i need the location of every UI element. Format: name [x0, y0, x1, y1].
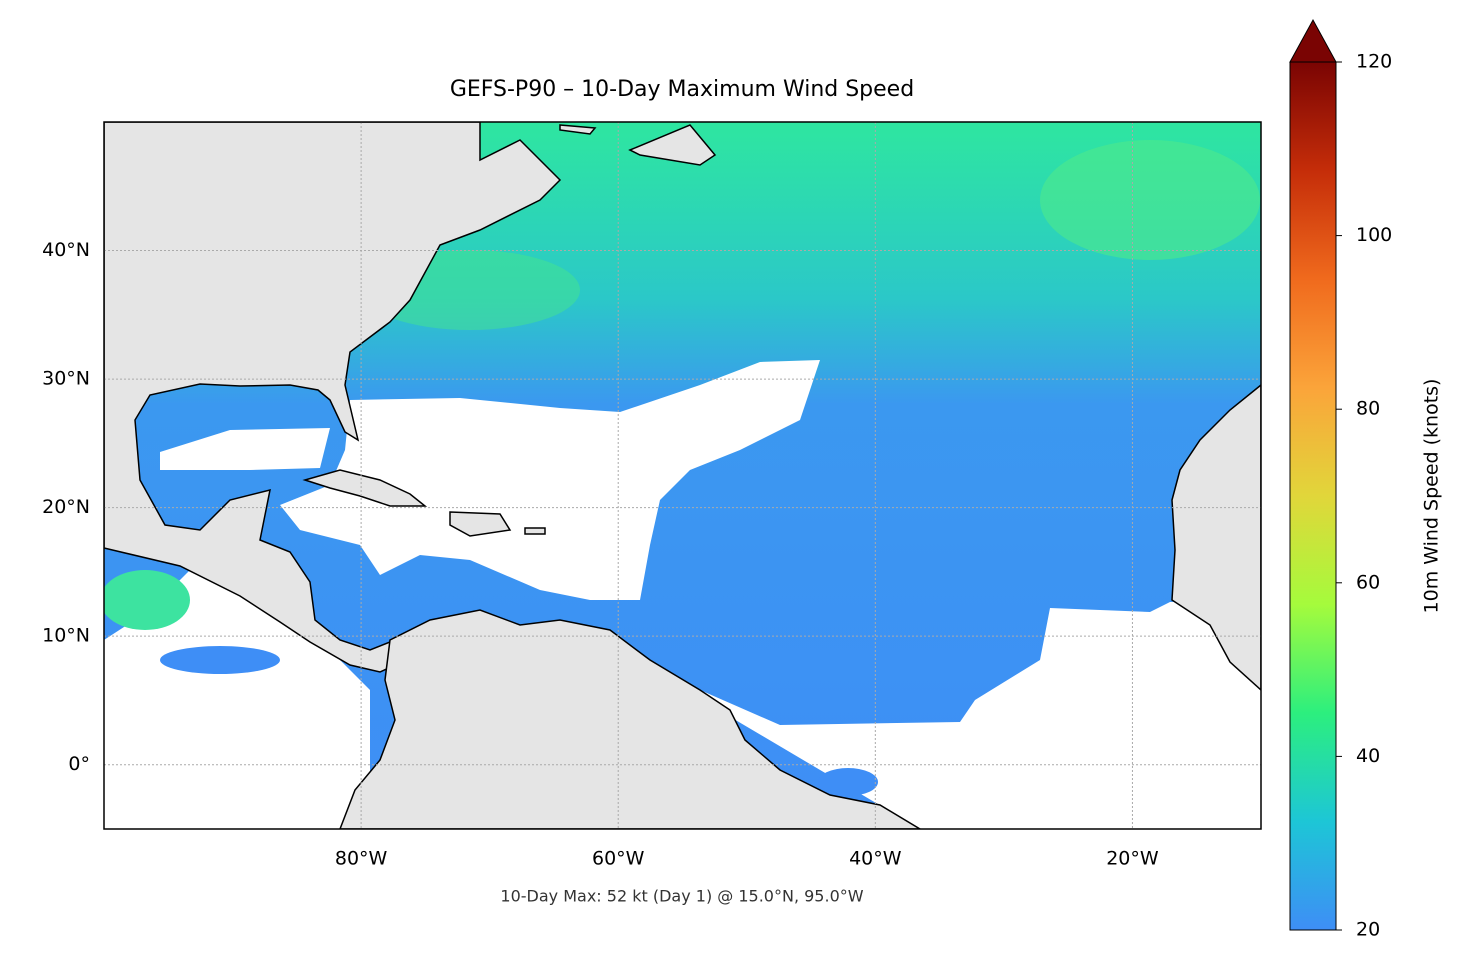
land	[339, 609, 922, 829]
y-tick-label: 0°	[68, 753, 90, 775]
x-tick-label: 80°W	[335, 848, 388, 870]
map-frame	[103, 121, 1262, 830]
colorbar	[1289, 61, 1337, 931]
colorbar-tick-label: 60	[1356, 571, 1380, 593]
land	[302, 469, 428, 507]
x-tick-label: 40°W	[849, 848, 902, 870]
colorbar-tick-label: 120	[1356, 51, 1392, 73]
land	[524, 527, 546, 535]
y-tick-label: 40°N	[42, 239, 90, 261]
map	[104, 122, 1261, 829]
wind-field	[104, 570, 190, 630]
x-tick-label: 60°W	[592, 848, 645, 870]
calm-region	[280, 360, 820, 600]
x-tick-label: 20°W	[1106, 848, 1159, 870]
calm-region	[160, 428, 330, 470]
chart-title: GEFS-P90 – 10-Day Maximum Wind Speed	[450, 77, 914, 102]
y-tick-label: 10°N	[42, 625, 90, 647]
land	[449, 511, 512, 537]
y-tick-label: 20°N	[42, 496, 90, 518]
grid	[104, 122, 1261, 829]
land	[1171, 384, 1261, 692]
y-tick-label: 30°N	[42, 368, 90, 390]
wind-field	[818, 768, 878, 796]
land	[559, 124, 717, 166]
colorbar-extend	[1289, 18, 1337, 63]
annotation: 10-Day Max: 52 kt (Day 1) @ 15.0°N, 95.0…	[500, 887, 863, 906]
colorbar-label: 10m Wind Speed (knots)	[1421, 379, 1443, 614]
wind-field	[160, 646, 280, 674]
calm-region	[600, 600, 1261, 829]
colorbar-tick-label: 100	[1356, 224, 1392, 246]
land	[104, 122, 562, 673]
colorbar-tick-label: 80	[1356, 398, 1380, 420]
colorbar-tick-label: 20	[1356, 919, 1380, 941]
colorbar-tick-label: 40	[1356, 745, 1380, 767]
wind-field	[1040, 140, 1260, 260]
